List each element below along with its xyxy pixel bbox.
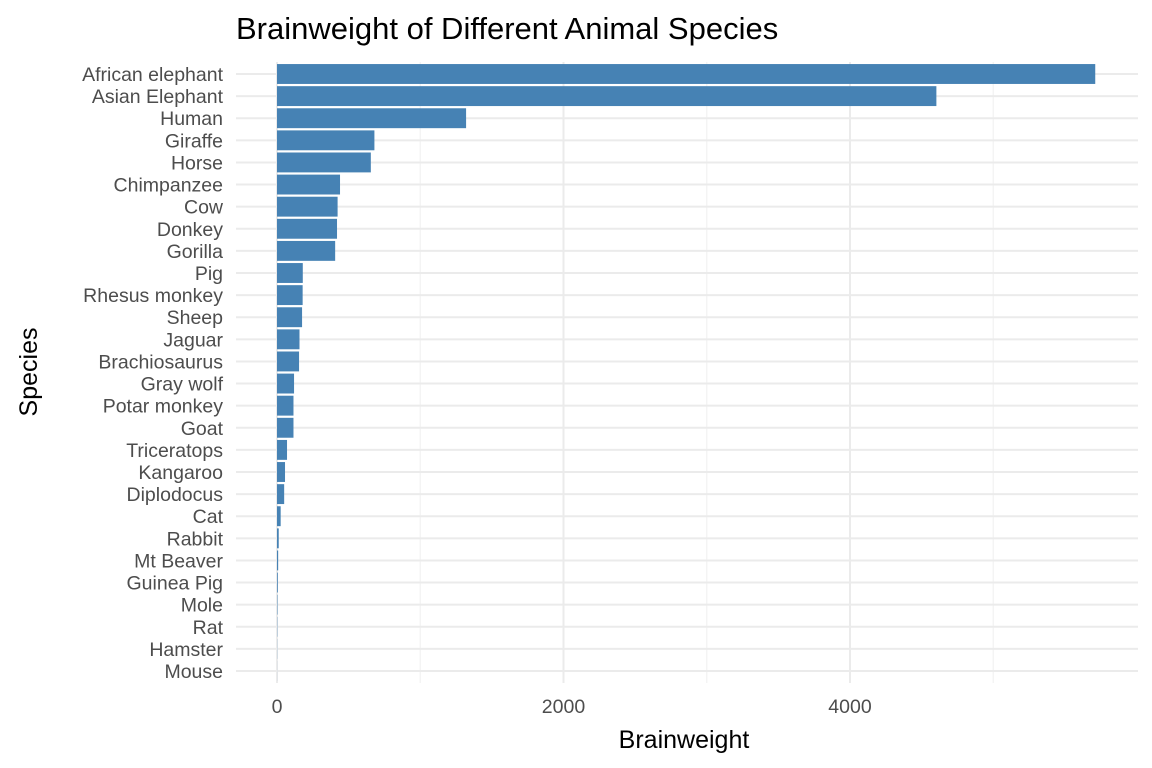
y-tick-label: Asian Elephant: [92, 86, 224, 108]
x-tick-label: 4000: [828, 696, 872, 718]
y-tick-label: Hamster: [149, 639, 223, 661]
bar: [277, 417, 294, 438]
bars: [277, 64, 1096, 681]
bar: [277, 285, 303, 306]
y-tick-label: Giraffe: [165, 130, 223, 152]
y-tick-label: Sheep: [167, 307, 224, 329]
bar: [277, 528, 279, 549]
y-tick-label: Human: [160, 108, 223, 130]
y-tick-label: Mt Beaver: [134, 550, 223, 572]
chart-title: Brainweight of Different Animal Species: [236, 11, 778, 46]
bar: [277, 373, 295, 394]
y-tick-label: Rhesus monkey: [83, 285, 223, 307]
bar: [277, 196, 338, 217]
bar: [277, 550, 279, 571]
bar: [277, 86, 937, 107]
x-tick-label: 0: [272, 696, 283, 718]
bar: [277, 329, 300, 350]
y-tick-label: Triceratops: [126, 440, 223, 462]
grid: [236, 62, 1138, 683]
y-tick-label: Mouse: [164, 661, 223, 683]
bar: [277, 307, 303, 328]
y-tick-label: Gray wolf: [141, 374, 224, 396]
y-tick-label: Mole: [181, 595, 223, 617]
y-tick-label: Kangaroo: [138, 462, 223, 484]
y-tick-label: Diplodocus: [127, 484, 224, 506]
bar: [277, 462, 286, 482]
y-tick-label: Guinea Pig: [127, 573, 223, 595]
bar: [277, 506, 281, 527]
bar: [277, 351, 300, 372]
bar: [277, 218, 338, 239]
bar: [277, 484, 285, 505]
x-axis-title: Brainweight: [619, 726, 750, 754]
x-tick-labels: 0 2000 4000: [272, 696, 872, 718]
y-tick-label: Gorilla: [167, 241, 224, 263]
bar: [277, 395, 294, 416]
y-tick-label: Brachiosaurus: [98, 351, 223, 373]
y-tick-label: Rat: [193, 617, 224, 639]
bar: [277, 152, 371, 173]
y-tick-label: African elephant: [82, 64, 224, 86]
y-tick-label: Jaguar: [163, 329, 223, 351]
bar: [277, 240, 336, 261]
bar: [277, 439, 288, 460]
y-tick-label: Donkey: [157, 219, 223, 241]
y-tick-label: Chimpanzee: [114, 175, 223, 197]
bar: [277, 130, 375, 151]
y-tick-label: Cow: [184, 197, 224, 219]
y-tick-label: Horse: [171, 152, 223, 174]
bar: [277, 572, 278, 593]
x-tick-label: 2000: [542, 696, 586, 718]
bar: [277, 64, 1096, 84]
bar: [277, 174, 341, 195]
y-tick-label: Cat: [193, 506, 224, 528]
y-tick-label: Potar monkey: [103, 396, 224, 418]
y-axis-title: Species: [15, 328, 43, 417]
bar: [277, 263, 303, 283]
y-tick-label: Goat: [181, 418, 224, 440]
bar: [277, 108, 467, 129]
y-tick-label: Pig: [195, 263, 223, 285]
y-tick-label: Rabbit: [167, 528, 224, 550]
